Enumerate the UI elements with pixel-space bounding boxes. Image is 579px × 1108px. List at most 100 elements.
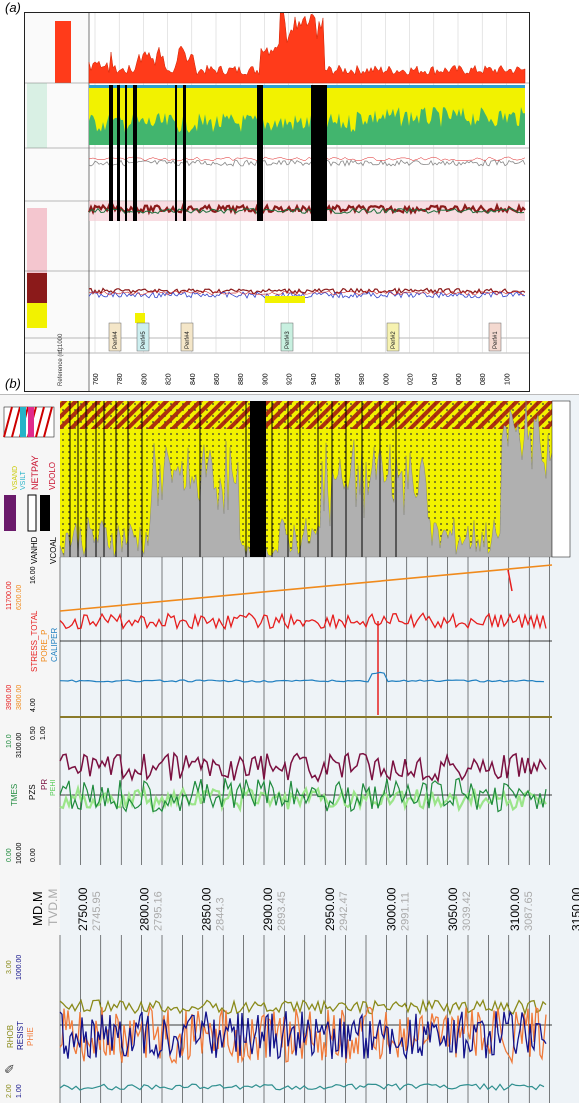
stress-scale-3: 16.00: [30, 566, 37, 584]
phie-curve: [59, 1005, 547, 1065]
black-bar: [315, 85, 327, 221]
mech-scale-1: 10.0: [6, 734, 13, 748]
pehi-header: PEHI: [50, 779, 57, 796]
black-bar: [257, 85, 263, 221]
phie-header: PHIE: [26, 1027, 35, 1046]
tmes-header: TMES: [10, 783, 19, 806]
grey-curve: [88, 159, 526, 167]
pore-p-header: PORE_P: [40, 629, 49, 662]
perf-box: [108, 322, 122, 352]
log-scale-2: 1000.00: [16, 954, 23, 980]
scale-a: 1:1000: [58, 333, 64, 352]
black-bar: [109, 85, 113, 221]
hatch-band: [60, 401, 552, 429]
header-swatch-red: [55, 21, 71, 83]
depth-header-a: Reference (m): [58, 347, 64, 386]
legend-swatch-silt: [20, 407, 26, 437]
panel-a-svg: Perf#4 Perf#5 Perf#4 Perf#3 Perf#2 Perf#1 760 7…: [25, 0, 529, 391]
stress-scale-2: 6200.00: [16, 584, 23, 610]
header-swatch-pink: [27, 208, 47, 273]
yellow-patch: [265, 296, 305, 303]
depth-tick-label: 980: [359, 373, 366, 385]
depth-tick-label: 860: [214, 373, 221, 385]
depth-tick-label: 900: [262, 373, 269, 385]
depth-tick-label: 840: [190, 373, 197, 385]
depth-tick-label: 880: [238, 373, 245, 385]
md-tick-label: 3000.00: [385, 887, 399, 931]
pr-curve: [59, 751, 547, 784]
legend-vsand: VSAND: [12, 465, 19, 490]
teal-curve: [59, 1083, 545, 1091]
stress-scale-6: 4.00: [30, 698, 37, 712]
pr-header: PR: [40, 778, 49, 790]
red-dotted-curve: [88, 156, 526, 162]
perf-label: Perf#1: [493, 331, 499, 349]
perf-label: Perf#3: [285, 331, 291, 349]
caliper-curve: [59, 671, 545, 683]
stress-scale-1: 11700.00: [6, 581, 13, 610]
red-fill-area: [88, 0, 526, 84]
vcoal-header: VCOAL: [49, 536, 58, 564]
perf-box: [180, 322, 194, 352]
depth-tick-label: 780: [117, 373, 124, 385]
perf-label: Perf#2: [391, 331, 397, 349]
tvd-tick-label: 2844.3: [214, 897, 226, 931]
depth-tick-label: 100: [504, 373, 511, 385]
depth-tick-label: 760: [93, 373, 100, 385]
depth-tick-label: 080: [480, 373, 487, 385]
panel-a-chart: Perf#4 Perf#5 Perf#4 Perf#3 Perf#2 Perf#1 760 7…: [24, 0, 530, 392]
stress-total-curve: [59, 612, 547, 631]
md-header: MD.M: [30, 891, 45, 926]
rhob-curve: [59, 998, 547, 1016]
depth-tick-label: 920: [287, 373, 294, 385]
depth-tick-label: 020: [408, 373, 415, 385]
perf-label: Perf#4: [185, 331, 191, 349]
perf-box: [136, 322, 150, 352]
header-swatch-darkred: [27, 273, 47, 303]
grey-spikes: [59, 400, 553, 558]
depth-tick-label: 060: [456, 373, 463, 385]
panel-b-label: (b): [5, 376, 21, 391]
hatch-stripe: [3, 406, 13, 438]
perf-box: [488, 322, 502, 352]
legend-vsilt: VSILT: [20, 471, 27, 490]
stress-spike-2: [507, 569, 513, 592]
tvd-tick-label: 2745.95: [91, 891, 103, 931]
blue-strip: [89, 85, 525, 88]
stress-scale-5: 3800.00: [16, 684, 23, 710]
black-bar: [311, 85, 315, 221]
panel-b-svg: 2750.00 2800.00 2850.00 2900.00 2950.00 3000.…: [0, 395, 579, 1103]
md-tick-label: 3150.00: [570, 887, 579, 931]
hatch-stripe: [11, 406, 21, 438]
mech-scale-3: 0.50: [30, 726, 37, 740]
tvd-tick-label: 2795.16: [153, 891, 165, 931]
perf-box: [280, 322, 294, 352]
mech-scale-7: 0.00: [30, 848, 37, 862]
rhob-header: RHOB: [6, 1024, 15, 1048]
mech-scale-4: 1.00: [40, 726, 47, 740]
header-swatch-yellow: [27, 303, 47, 328]
perf-box: [386, 322, 400, 352]
md-tick-label: 2950.00: [323, 887, 337, 931]
netpay-header: NETPAY: [30, 455, 40, 490]
depth-tick-label: 820: [166, 373, 173, 385]
log-scale-3: 1.00: [16, 1084, 23, 1098]
pehi-curve: [59, 783, 547, 815]
tvd-tick-label: 2893.45: [276, 891, 288, 931]
pointer-icon: ✐: [4, 1062, 15, 1077]
resist-curve: [59, 1010, 547, 1060]
mech-scale-2: 3100.00: [16, 732, 23, 758]
mech-scale-6: 100.00: [16, 842, 23, 864]
tvd-tick-label: 2942.47: [338, 891, 350, 931]
green-curve: [88, 207, 525, 215]
vanhd-header: VANHD: [30, 536, 39, 564]
red-curve: [88, 290, 525, 296]
panel-a-label: (a): [5, 0, 21, 15]
resist-header: RESIST: [16, 1021, 25, 1050]
stress-total-header: STRESS_TOTAL: [30, 610, 39, 673]
yellow-patch-small: [135, 313, 145, 323]
log-scale-4: 2.00: [6, 1084, 13, 1098]
md-tick-label: 2750.00: [76, 887, 90, 931]
legend-swatch-black: [40, 495, 50, 531]
legend-swatch-purple: [4, 495, 16, 531]
